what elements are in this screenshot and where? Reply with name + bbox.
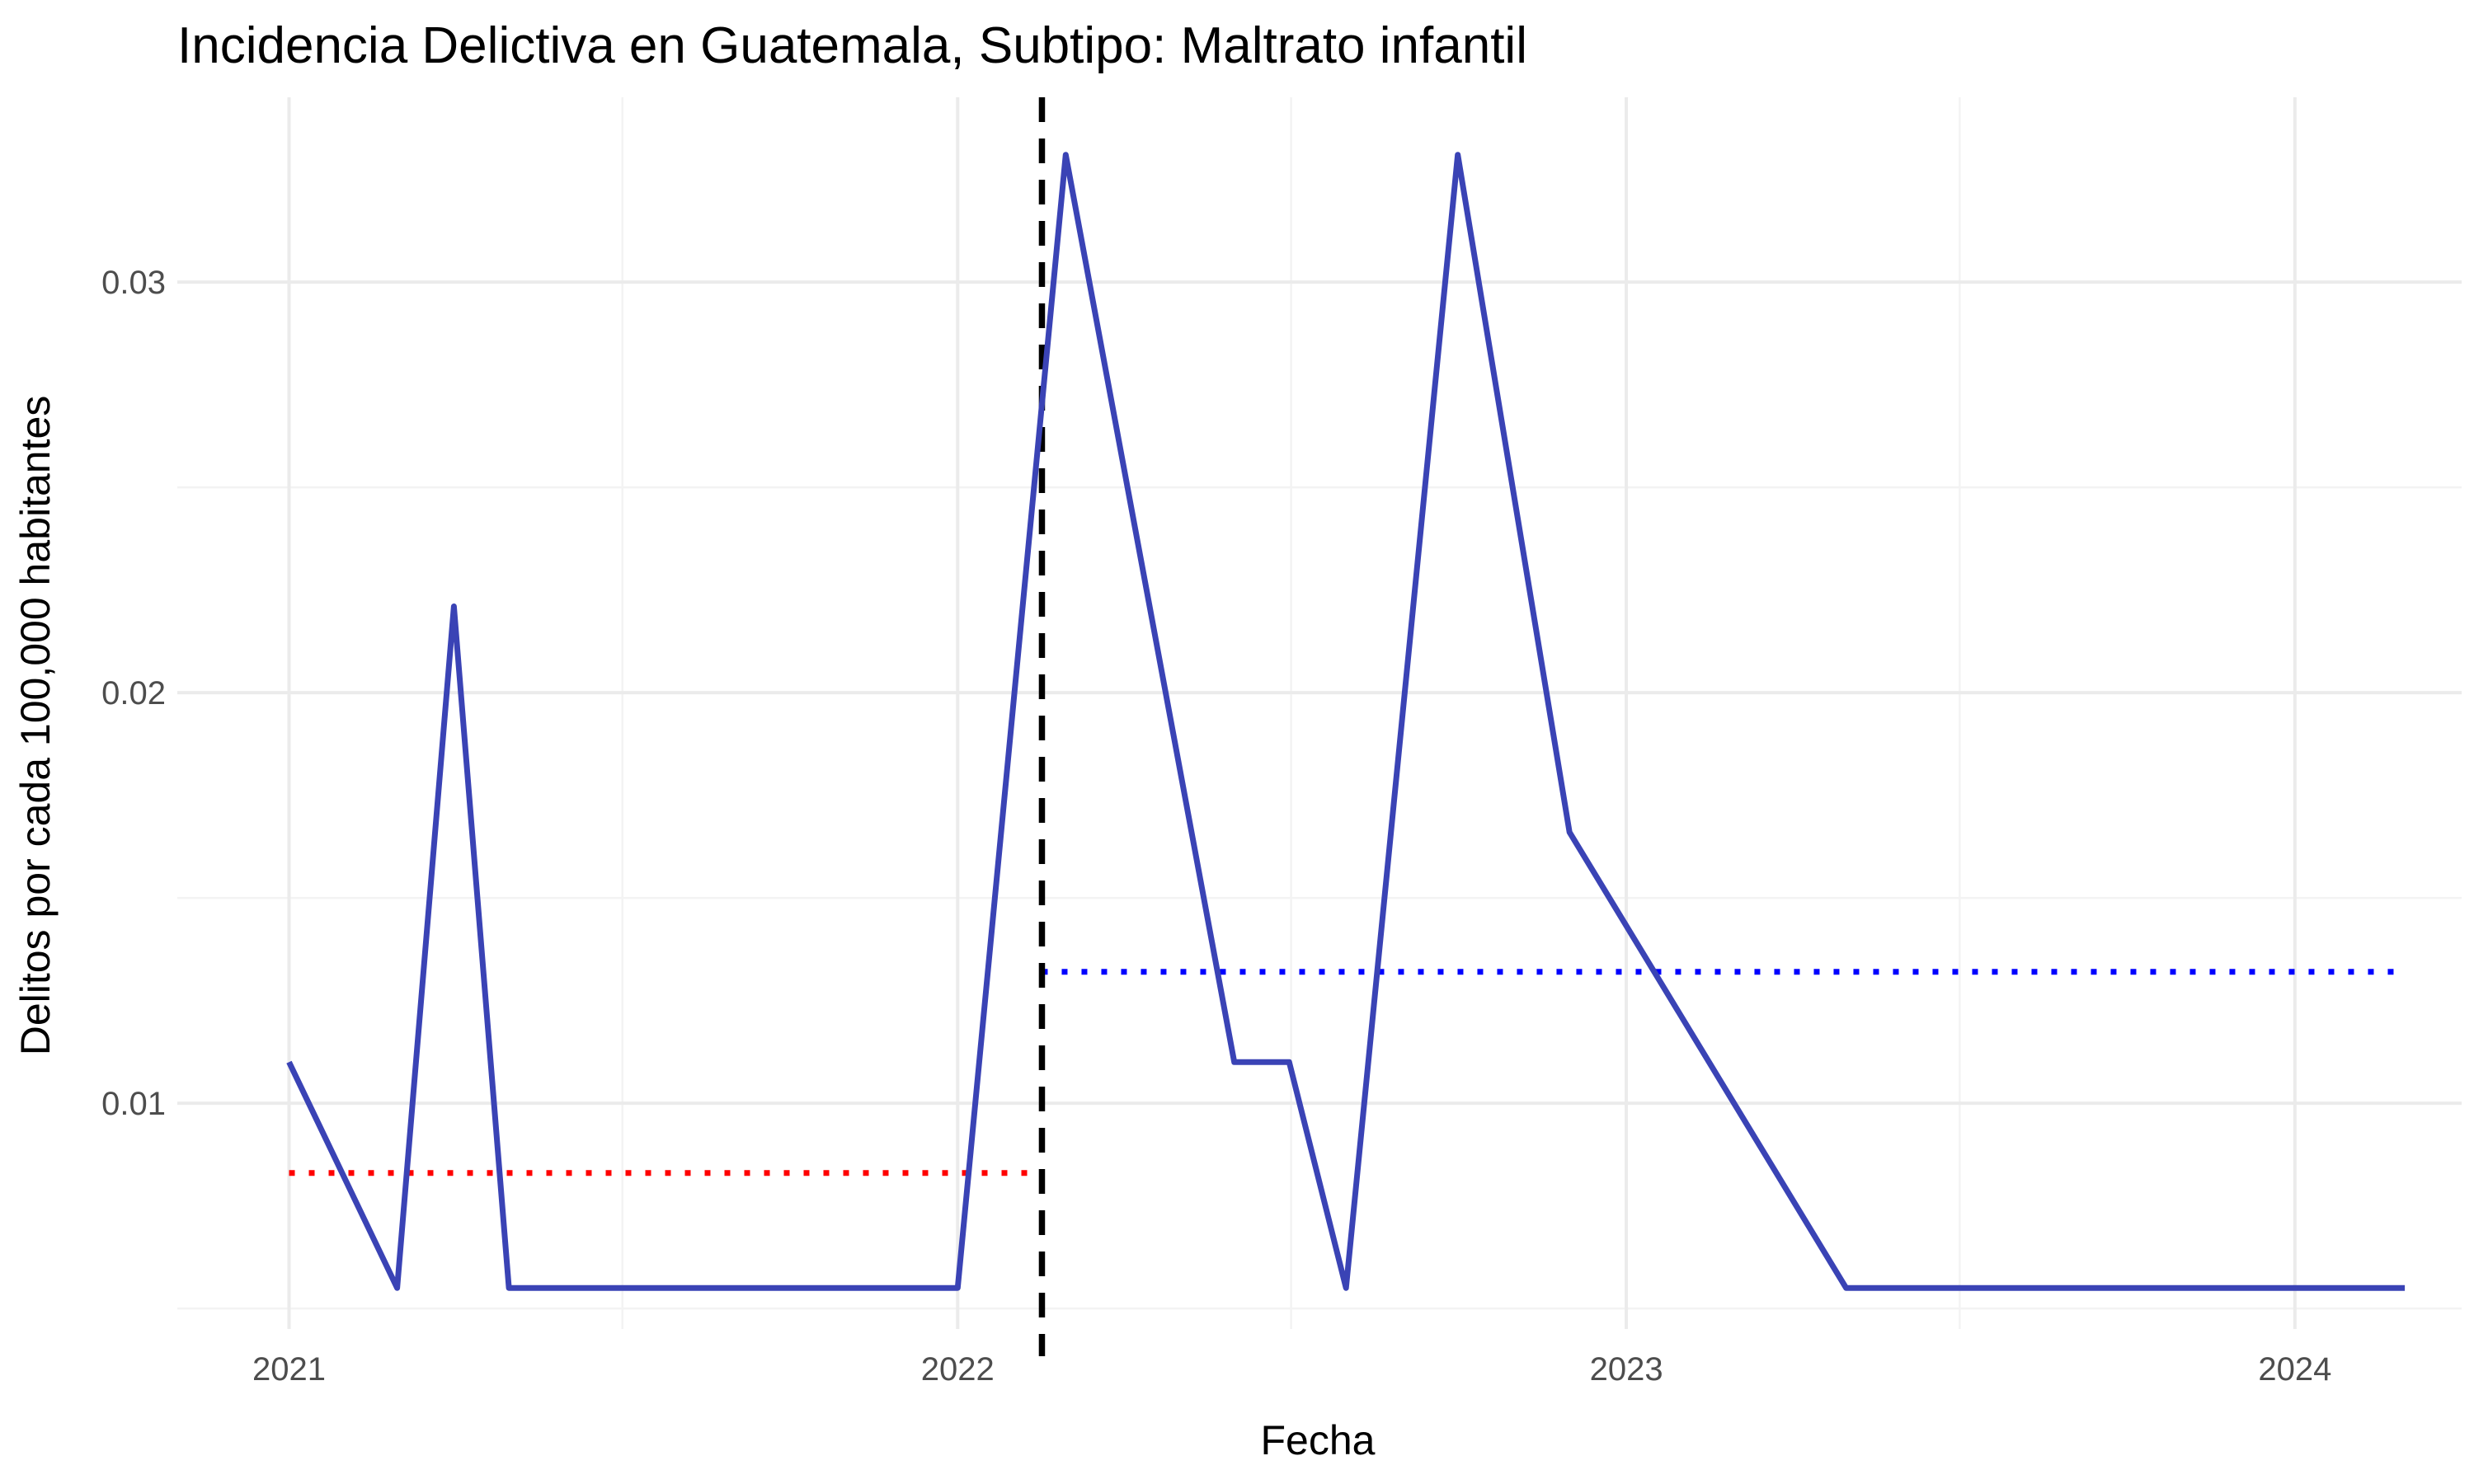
x-tick-label: 2022 [921, 1351, 995, 1388]
x-tick-label: 2024 [2258, 1351, 2331, 1388]
x-tick-label: 2021 [252, 1351, 326, 1388]
x-tick-label: 2023 [1590, 1351, 1663, 1388]
chart-title: Incidencia Delictiva en Guatemala, Subti… [177, 17, 1527, 74]
x-axis-title: Fecha [1261, 1417, 1376, 1463]
series-layer [286, 152, 2406, 1291]
y-axis-title: Delitos por cada 100,000 habitantes [12, 396, 59, 1056]
y-tick-label: 0.01 [101, 1086, 166, 1122]
y-tick-labels: 0.01 0.02 0.03 [101, 265, 166, 1122]
reference-lines [289, 97, 2406, 1356]
y-tick-label: 0.03 [101, 265, 166, 301]
y-tick-label: 0.02 [101, 675, 166, 711]
x-tick-labels: 2021 2022 2023 2024 [252, 1351, 2331, 1388]
grid [177, 97, 2462, 1329]
series-line-0 [286, 152, 2406, 1291]
